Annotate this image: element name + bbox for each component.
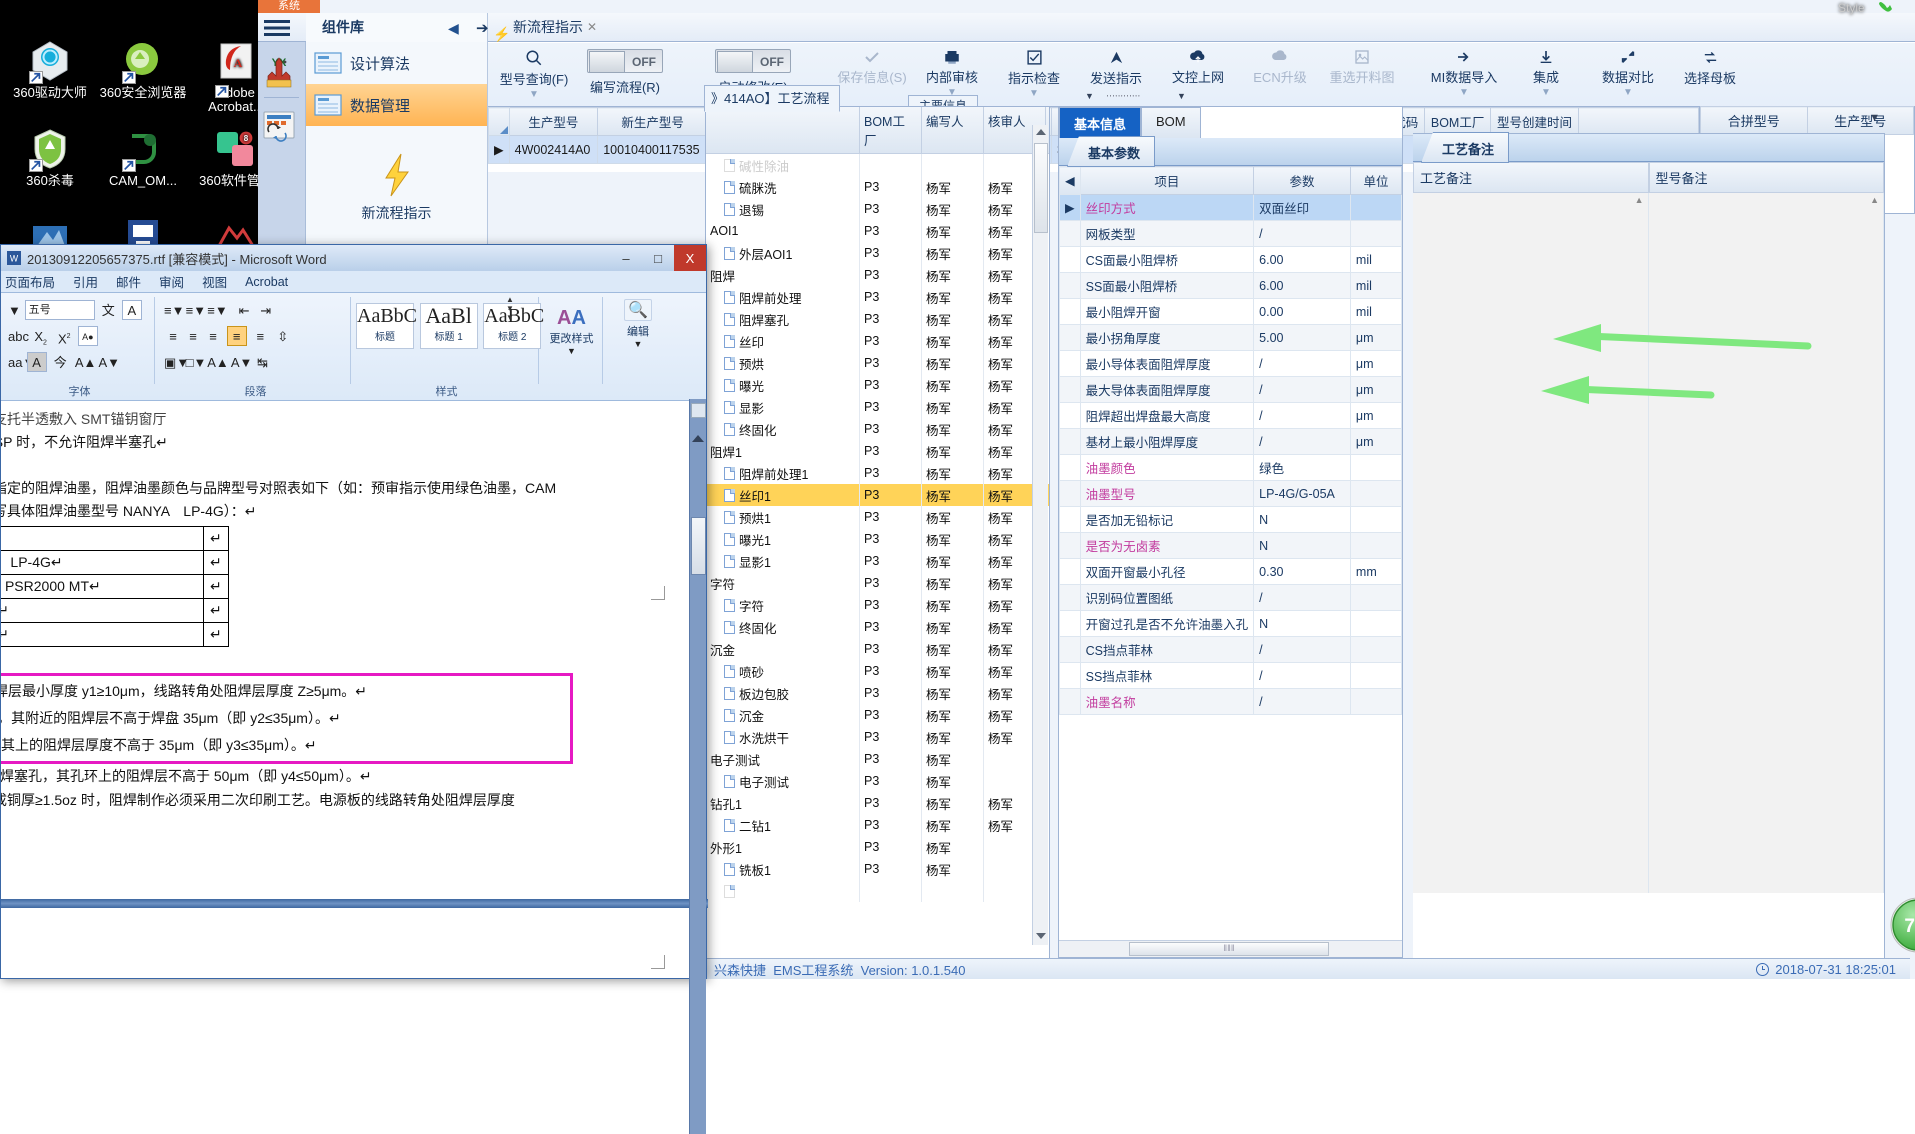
svg-text:A: A — [234, 56, 243, 70]
svg-text:W: W — [10, 254, 19, 264]
svg-text:8: 8 — [244, 134, 249, 143]
svg-text:70: 70 — [1904, 916, 1915, 937]
